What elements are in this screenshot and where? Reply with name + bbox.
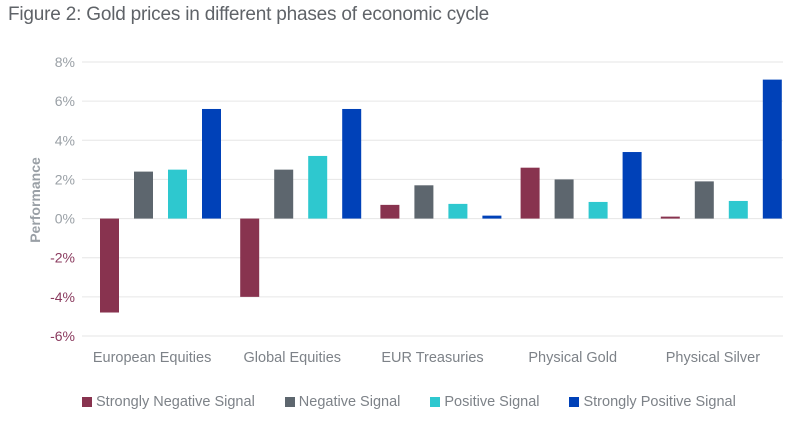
legend-label: Strongly Negative Signal [96,394,255,410]
bar-negative-signal [554,179,574,219]
x-tick-label: Global Equities [244,350,342,366]
x-tick-label: Physical Silver [666,350,760,366]
bar-positive-signal [728,200,748,219]
y-tick-label: -6% [50,328,75,344]
legend-item: Strongly Negative Signal [82,394,255,410]
bar-positive-signal [168,169,187,219]
y-axis-ticks: 8% 6% 4% 2% 0% -2% -4% -6% [50,54,75,344]
x-tick-label: EUR Treasuries [381,350,483,366]
y-tick-label: -4% [50,289,75,305]
bar-strongly-negative-signal [520,167,540,219]
bar-strongly-positive-signal [202,108,221,219]
x-tick-label: European Equities [93,350,212,366]
bar-strongly-negative-signal [240,218,260,297]
bar-negative-signal [134,171,153,219]
bar-negative-signal [414,185,434,219]
bar-negative-signal [694,181,714,219]
legend-label: Negative Signal [298,394,401,410]
bar-strongly-positive-signal [762,79,782,219]
bar-strongly-positive-signal [342,108,362,219]
legend: Strongly Negative Signal Negative Signal P… [82,394,736,410]
legend-swatch [430,397,441,407]
bars [100,79,782,313]
bar-strongly-positive-signal [622,152,642,219]
legend-item: Positive Signal [430,394,539,410]
chart-title: Figure 2: Gold prices in different phase… [8,4,490,25]
y-tick-label: -2% [50,250,75,266]
y-tick-label: 0% [55,211,75,227]
legend-swatch [284,397,295,407]
bar-strongly-negative-signal [660,216,680,219]
y-tick-label: 8% [55,54,75,70]
bar-negative-signal [274,169,294,219]
y-axis-label: Performance [27,157,43,243]
bar-positive-signal [448,203,468,219]
y-tick-label: 4% [55,132,75,148]
legend-swatch [82,397,92,407]
bar-strongly-positive-signal [482,215,502,219]
bar-positive-signal [308,155,328,219]
bar-strongly-negative-signal [100,218,119,313]
legend-label: Strongly Positive Signal [583,394,736,410]
x-axis-ticks: European Equities Global Equities EUR Trea… [93,350,760,366]
legend-item: Negative Signal [284,394,401,410]
bar-positive-signal [588,201,608,219]
legend-item: Strongly Positive Signal [569,394,736,410]
y-tick-label: 6% [55,93,75,109]
legend-label: Positive Signal [444,394,540,410]
y-tick-label: 2% [55,171,75,187]
x-tick-label: Physical Gold [528,350,617,366]
legend-swatch [569,397,580,407]
bar-strongly-negative-signal [380,204,400,219]
